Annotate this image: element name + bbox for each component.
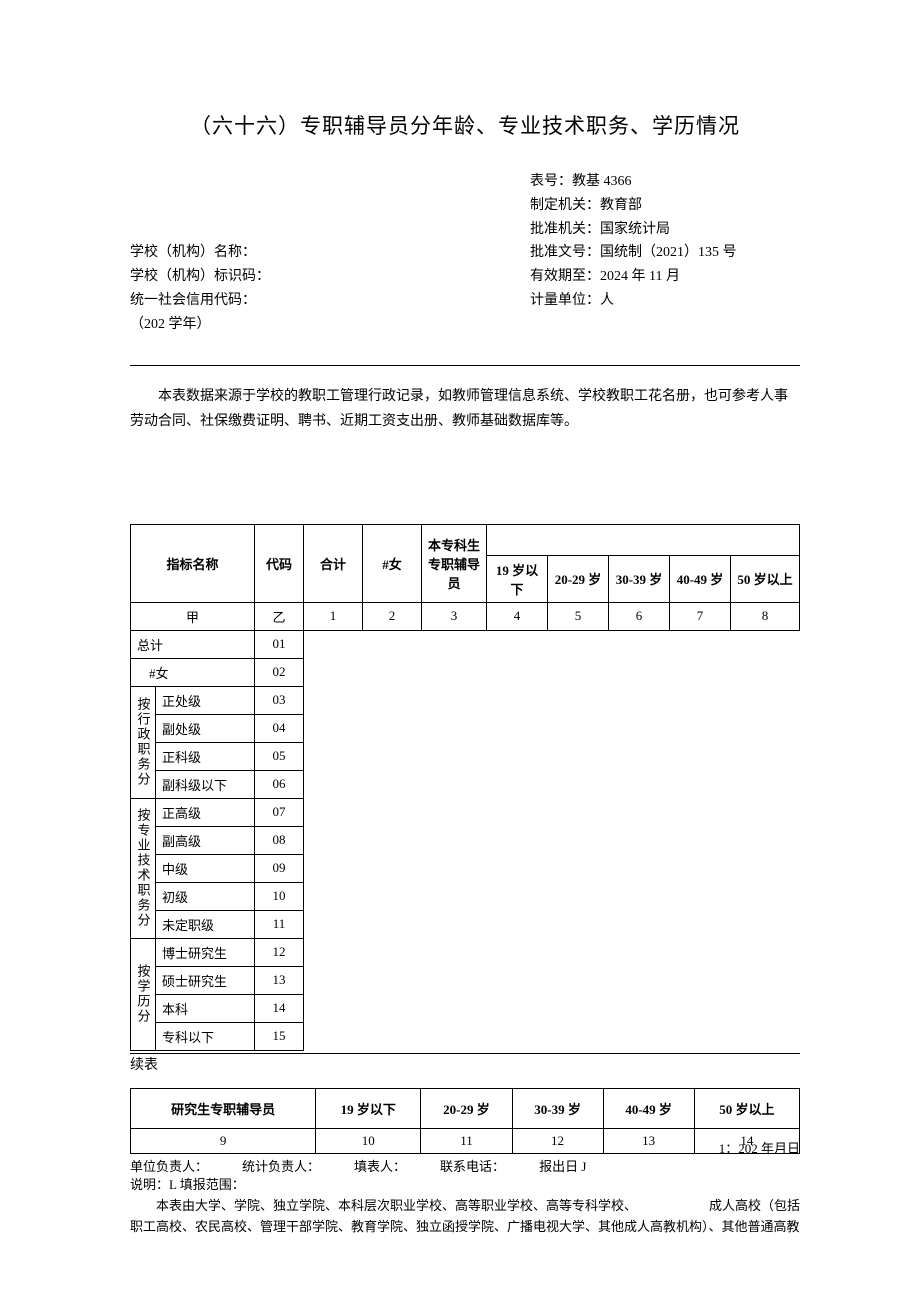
cont-head-row: 研究生专职辅导员 19 岁以下 20-29 岁 30-39 岁 40-49 岁 … bbox=[131, 1088, 800, 1128]
notes-line1: 说明：L 填报范围： bbox=[130, 1175, 800, 1196]
col-ug-counselor: 本专科生专职辅导员 bbox=[422, 524, 487, 602]
col-code: 代码 bbox=[255, 524, 304, 602]
cont-num-row: 9 10 11 12 13 14 bbox=[131, 1128, 800, 1153]
filler-label: 填表人： bbox=[354, 1156, 406, 1175]
report-date-marker: 1：202 年月日 bbox=[719, 1138, 800, 1157]
stat-leader-label: 统计负责人： bbox=[242, 1156, 320, 1175]
notes-line2a: 本表由大学、学院、独立学院、本科层次职业学校、高等职业学校、高等专科学校、 bbox=[130, 1196, 709, 1217]
age-col-3: 40-49 岁 bbox=[670, 555, 731, 602]
col-total: 合计 bbox=[304, 524, 363, 602]
row-total: 总计 01 bbox=[131, 630, 800, 658]
meta-block: 学校（机构）名称： 学校（机构）标识码： 统一社会信用代码： （202 学年） … bbox=[130, 170, 800, 337]
group-admin: 按行政职务分 bbox=[131, 686, 156, 798]
header-row-1: 指标名称 代码 合计 #女 本专科生专职辅导员 bbox=[131, 524, 800, 555]
notes-line3: 职工高校、农民高校、管理干部学院、教育学院、独立函授学院、广播电视大学、其他成人… bbox=[130, 1217, 800, 1238]
age-col-0: 19 岁以下 bbox=[487, 555, 548, 602]
unit-leader-label: 单位负责人： bbox=[130, 1156, 208, 1175]
document-title: （六十六）专职辅导员分年龄、专业技术职务、学历情况 bbox=[130, 110, 800, 140]
header-row-nums: 甲 乙 1 2 3 4 5 6 7 8 bbox=[131, 602, 800, 630]
age-col-4: 50 岁以上 bbox=[731, 555, 800, 602]
meta-left: 学校（机构）名称： 学校（机构）标识码： 统一社会信用代码： （202 学年） bbox=[130, 170, 400, 337]
empty-data-area bbox=[304, 630, 800, 1050]
page: （六十六）专职辅导员分年龄、专业技术职务、学历情况 学校（机构）名称： 学校（机… bbox=[0, 0, 920, 1301]
signature-line: 1：202 年月日 单位负责人： 统计负责人： 填表人： 联系电话： 报出日 J bbox=[130, 1156, 800, 1175]
continuation-label: 续表 bbox=[130, 1053, 800, 1074]
description-text: 本表数据来源于学校的教职工管理行政记录，如教师管理信息系统、学校教职工花名册，也… bbox=[130, 384, 800, 434]
age-col-2: 30-39 岁 bbox=[609, 555, 670, 602]
meta-right: 表号：教基 4366 制定机关：教育部 批准机关：国家统计局 批准文号：国统制（… bbox=[400, 170, 800, 337]
age-group-span bbox=[487, 524, 800, 555]
col-indicator: 指标名称 bbox=[131, 524, 255, 602]
divider bbox=[130, 365, 800, 366]
continuation-table: 研究生专职辅导员 19 岁以下 20-29 岁 30-39 岁 40-49 岁 … bbox=[130, 1088, 800, 1154]
group-edu: 按学历分 bbox=[131, 938, 156, 1050]
notes-block: 说明：L 填报范围： 本表由大学、学院、独立学院、本科层次职业学校、高等职业学校… bbox=[130, 1175, 800, 1237]
school-code-line: 学校（机构）标识码： bbox=[130, 265, 400, 289]
school-name-line: 学校（机构）名称： bbox=[130, 241, 400, 265]
age-col-1: 20-29 岁 bbox=[548, 555, 609, 602]
credit-code-line: 统一社会信用代码： （202 学年） bbox=[130, 289, 400, 337]
col-female: #女 bbox=[363, 524, 422, 602]
notes-line2b: 成人高校（包括 bbox=[709, 1196, 800, 1217]
phone-label: 联系电话： bbox=[440, 1156, 505, 1175]
report-date-label: 报出日 J bbox=[539, 1156, 586, 1175]
main-table: 指标名称 代码 合计 #女 本专科生专职辅导员 19 岁以下 20-29 岁 3… bbox=[130, 524, 800, 1051]
group-tech: 按专业技术职务分 bbox=[131, 798, 156, 938]
